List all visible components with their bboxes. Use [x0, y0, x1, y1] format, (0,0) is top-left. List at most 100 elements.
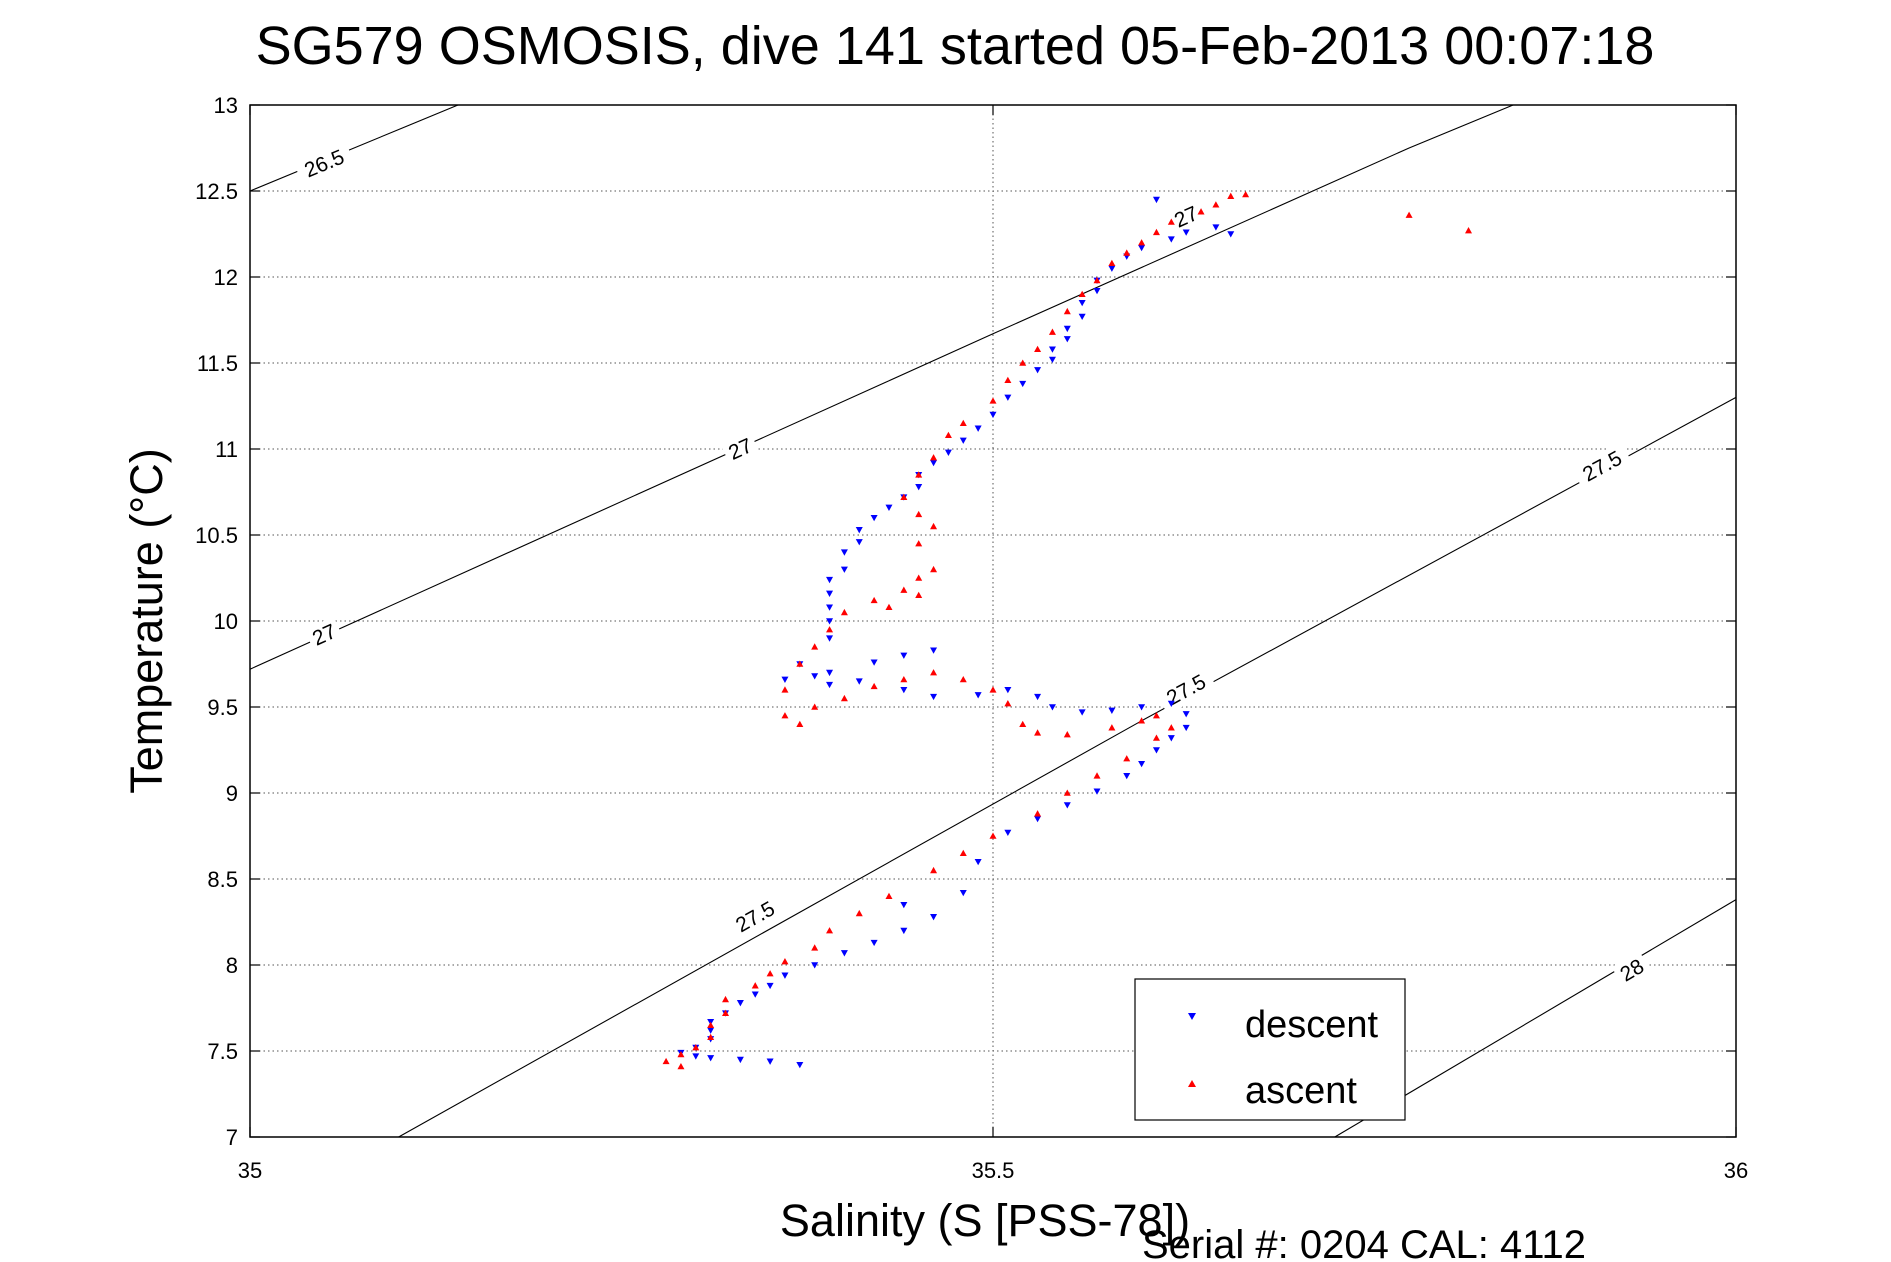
- descent-point: [930, 647, 938, 654]
- descent-point: [840, 950, 848, 957]
- ascent-point: [1242, 190, 1250, 198]
- ascent-point: [1197, 208, 1205, 215]
- ascent-point: [1465, 227, 1473, 234]
- descent-point: [692, 1053, 700, 1060]
- ascent-point: [1004, 376, 1012, 383]
- descent-point: [766, 982, 774, 990]
- ascent-point: [1063, 789, 1071, 796]
- descent-point: [959, 889, 967, 897]
- descent-point: [1227, 231, 1235, 238]
- ascent-point: [1019, 720, 1027, 727]
- descent-point: [826, 618, 834, 625]
- descent-point: [1004, 394, 1012, 401]
- descent-point: [811, 673, 819, 680]
- descent-point: [1093, 788, 1101, 795]
- y-tick-label: 12.5: [195, 179, 238, 204]
- ascent-point: [677, 1050, 685, 1058]
- ascent-point: [692, 1044, 700, 1051]
- ascent-point: [1078, 290, 1086, 297]
- ascent-point: [915, 540, 923, 547]
- y-tick-label: 11: [215, 437, 238, 462]
- y-tick-label: 9: [226, 781, 238, 806]
- ascent-point: [781, 686, 789, 693]
- descent-point: [855, 527, 863, 534]
- data-series: [662, 190, 1473, 1070]
- descent-point: [1034, 693, 1042, 701]
- ascent-point: [1063, 307, 1071, 315]
- ascent-point: [1034, 729, 1042, 736]
- descent-point: [1167, 735, 1175, 742]
- footer-serial-cal: Serial #: 0204 CAL: 4112: [1142, 1223, 1586, 1262]
- descent-point: [915, 484, 923, 491]
- grid: [250, 105, 1736, 1137]
- ascent-point: [766, 970, 774, 977]
- legend-box: [1134, 978, 1406, 1121]
- descent-point: [1078, 313, 1086, 321]
- descent-point: [1004, 687, 1012, 694]
- descent-point: [796, 1061, 804, 1069]
- ascent-point: [915, 510, 923, 518]
- descent-point: [1182, 724, 1190, 732]
- ascent-point: [840, 694, 848, 702]
- ascent-point: [885, 892, 893, 899]
- density-contour-line: [249, 104, 459, 192]
- descent-point: [1212, 224, 1220, 231]
- ascent-point: [1048, 328, 1056, 335]
- descent-point: [751, 991, 759, 998]
- descent-point: [1034, 367, 1042, 374]
- ascent-point: [930, 522, 938, 530]
- ascent-point: [662, 1057, 670, 1065]
- ascent-point: [930, 565, 938, 573]
- legend: descent ascent: [1134, 978, 1406, 1121]
- descent-point: [855, 539, 863, 546]
- ascent-point: [885, 603, 893, 611]
- descent-point: [1138, 244, 1146, 252]
- descent-point: [840, 549, 848, 556]
- ascent-point: [1227, 192, 1235, 199]
- legend-marker-descent: [1188, 1013, 1196, 1020]
- contour-label-background: [304, 616, 345, 654]
- ascent-point: [989, 832, 997, 839]
- ascent-point: [722, 995, 730, 1003]
- ascent-point: [722, 1009, 730, 1016]
- descent-point: [885, 504, 893, 511]
- ascent-point: [989, 686, 997, 693]
- ascent-point: [781, 712, 789, 719]
- ascent-point: [781, 958, 789, 965]
- descent-point: [826, 590, 834, 597]
- ascent-point: [796, 720, 804, 727]
- descent-point: [1152, 196, 1160, 204]
- ascent-point: [1034, 345, 1042, 353]
- x-axis-label: Salinity (S [PSS-78]): [780, 1195, 1190, 1246]
- ascent-point: [1019, 359, 1027, 366]
- descent-point: [826, 669, 834, 677]
- ascent-point: [751, 982, 759, 989]
- y-tick-label: 10.5: [195, 523, 238, 548]
- descent-point: [1182, 229, 1190, 236]
- series-ascent: [662, 190, 1473, 1070]
- ascent-point: [1004, 700, 1012, 707]
- ascent-point: [840, 608, 848, 616]
- y-tick-label: 12: [214, 265, 238, 290]
- contour-label-background: [1611, 950, 1653, 990]
- descent-point: [1138, 760, 1146, 768]
- ascent-point: [900, 586, 908, 593]
- descent-point: [870, 939, 878, 947]
- contour-label-background: [720, 430, 761, 468]
- descent-point: [900, 902, 908, 909]
- ascent-point: [811, 703, 819, 710]
- descent-point: [1167, 700, 1175, 708]
- descent-point: [974, 859, 982, 866]
- ascent-point: [707, 1021, 715, 1028]
- ascent-point: [959, 675, 967, 683]
- contour-label-background: [293, 140, 356, 187]
- descent-point: [1138, 704, 1146, 711]
- descent-point: [855, 678, 863, 685]
- descent-point: [870, 515, 878, 522]
- axis-ticks: 35 35.5 36 7 7.5 8 8.5 9 9.5 10 10.5 11 11.5 12 12.5 13: [195, 93, 1748, 1183]
- descent-point: [1063, 325, 1071, 333]
- series-descent: [677, 196, 1235, 1069]
- ascent-point: [930, 669, 938, 676]
- descent-point: [974, 425, 982, 432]
- descent-point: [900, 652, 908, 659]
